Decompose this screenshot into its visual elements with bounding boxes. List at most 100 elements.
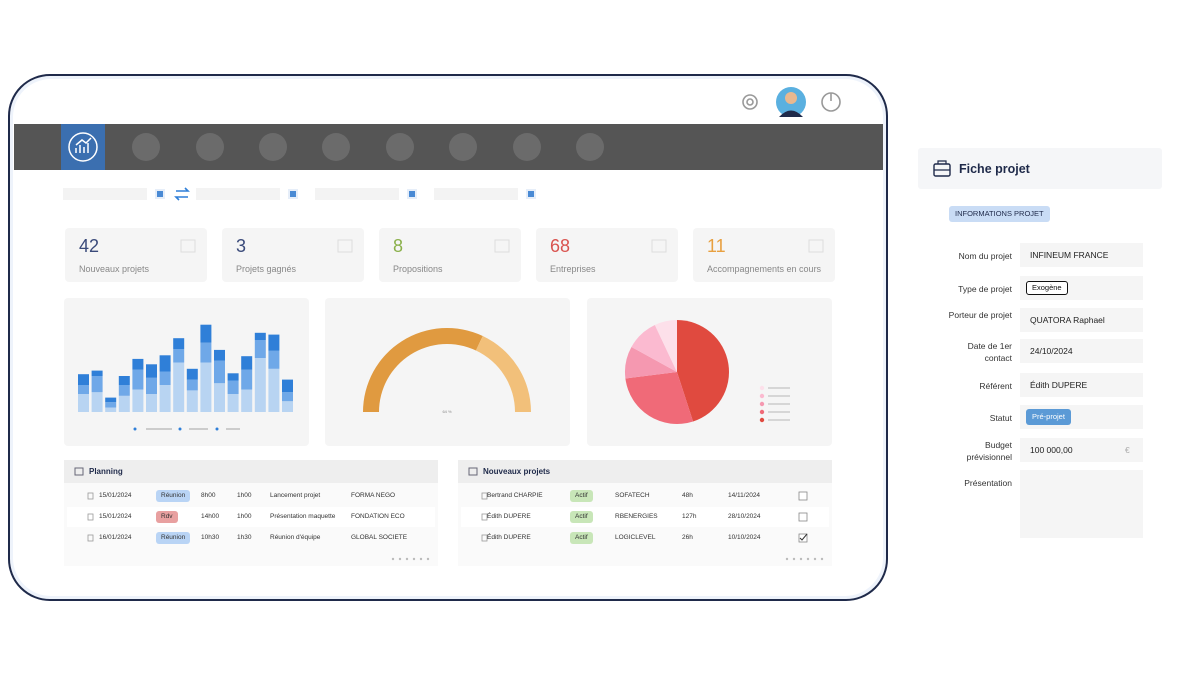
row-icon: [481, 513, 488, 521]
table-header: [64, 460, 438, 483]
field-label: Présentation: [964, 478, 1012, 488]
field-input[interactable]: [1020, 243, 1143, 267]
bar-segment: [159, 355, 171, 372]
bar-segment: [214, 383, 225, 412]
bar-segment: [268, 334, 280, 351]
bar-segment: [105, 407, 117, 412]
kpi-label: Entreprises: [550, 264, 596, 274]
bar-segment: [118, 395, 130, 412]
kpi-value: 42: [79, 236, 100, 256]
filter-input[interactable]: [315, 188, 399, 200]
table-cell: LOGICLEVEL: [615, 534, 656, 541]
field-value: 24/10/2024: [1030, 346, 1073, 356]
check-mark: [799, 533, 808, 541]
kpi-icon: [337, 239, 353, 253]
bar-segment: [186, 368, 198, 380]
pager-dot[interactable]: [419, 557, 423, 561]
table-title: Planning: [89, 467, 123, 476]
bar-segment: [241, 389, 253, 412]
nav-item[interactable]: [196, 133, 224, 161]
nav-item[interactable]: [132, 133, 160, 161]
kpi-card: [379, 228, 521, 282]
pie-slice: [631, 324, 677, 372]
field-input[interactable]: [1020, 438, 1143, 462]
nav-item[interactable]: [386, 133, 414, 161]
kpi-label: Nouveaux projets: [79, 264, 150, 274]
pager-dot[interactable]: [398, 557, 402, 561]
table-cell: GLOBAL SOCIETE: [351, 534, 408, 541]
kpi-value: 11: [707, 236, 726, 256]
pager-dot[interactable]: [799, 557, 803, 561]
nav-item[interactable]: [513, 133, 541, 161]
bar-segment: [91, 392, 103, 412]
bar-segment: [200, 342, 212, 363]
pager-dot[interactable]: [813, 557, 817, 561]
field-input[interactable]: [1020, 470, 1143, 538]
settings-icon[interactable]: [742, 94, 758, 110]
field-input[interactable]: [1020, 308, 1143, 332]
bar-segment: [254, 358, 266, 412]
bar-segment: [282, 401, 293, 412]
bar-segment: [186, 379, 198, 391]
pager-dot[interactable]: [391, 557, 395, 561]
bar-segment: [118, 385, 130, 396]
row-icon: [481, 534, 488, 542]
nav-item[interactable]: [449, 133, 477, 161]
bar-segment: [132, 389, 144, 412]
bar-segment: [282, 392, 293, 402]
bar-segment: [173, 349, 185, 363]
pie-legend-dot: [759, 417, 765, 423]
table-cell: 28/10/2024: [728, 513, 761, 520]
nav-active[interactable]: [61, 124, 105, 170]
filter-input[interactable]: [63, 188, 147, 200]
table-cell: FORMA NEGO: [351, 492, 396, 499]
filter-input[interactable]: [196, 188, 280, 200]
status-badge: Actif: [570, 490, 593, 502]
row-checkbox[interactable]: [798, 512, 808, 522]
pie-legend-dot: [759, 401, 765, 407]
table-cell: 14h00: [201, 513, 220, 520]
table-cell: Édith DUPERE: [487, 534, 531, 541]
bar-segment: [91, 370, 103, 376]
filter-icon-glyph: [157, 191, 163, 197]
gauge-label: 64 %: [442, 409, 452, 414]
pager-dot[interactable]: [405, 557, 409, 561]
row-icon: [87, 492, 94, 500]
filter-input[interactable]: [434, 188, 518, 200]
bar-segment: [173, 362, 185, 412]
row-checkbox[interactable]: [798, 533, 808, 543]
table-cell: 26h: [682, 534, 693, 541]
field-value: Édith DUPERE: [1030, 380, 1088, 390]
table-cell: Présentation maquette: [270, 513, 336, 520]
nav-item[interactable]: [322, 133, 350, 161]
kpi-card: [536, 228, 678, 282]
nav-item[interactable]: [576, 133, 604, 161]
pager-dot[interactable]: [820, 557, 824, 561]
table-cell: 15/01/2024: [99, 513, 132, 520]
bar-segment: [91, 376, 103, 393]
bar-segment: [200, 324, 212, 343]
table-icon: [74, 467, 84, 476]
bar-segment: [186, 390, 198, 412]
fiche-title: Fiche projet: [959, 162, 1030, 176]
pager-dot[interactable]: [792, 557, 796, 561]
table-cell: 1h00: [237, 513, 252, 520]
nav-item[interactable]: [259, 133, 287, 161]
pager-dot[interactable]: [412, 557, 416, 561]
bar-segment: [132, 369, 144, 390]
field-input[interactable]: [1020, 339, 1143, 363]
power-icon[interactable]: [821, 92, 841, 112]
field-input[interactable]: [1020, 373, 1143, 397]
row-checkbox[interactable]: [798, 491, 808, 501]
field-label: Budget prévisionnel: [966, 440, 1012, 462]
filter-icon-glyph: [528, 191, 534, 197]
pager-dot[interactable]: [785, 557, 789, 561]
pager-dot[interactable]: [426, 557, 430, 561]
bar-segment: [214, 360, 225, 384]
pager-dot[interactable]: [806, 557, 810, 561]
status-badge: Rdv: [156, 511, 178, 523]
kpi-value: 68: [550, 236, 571, 256]
kpi-card: [222, 228, 364, 282]
